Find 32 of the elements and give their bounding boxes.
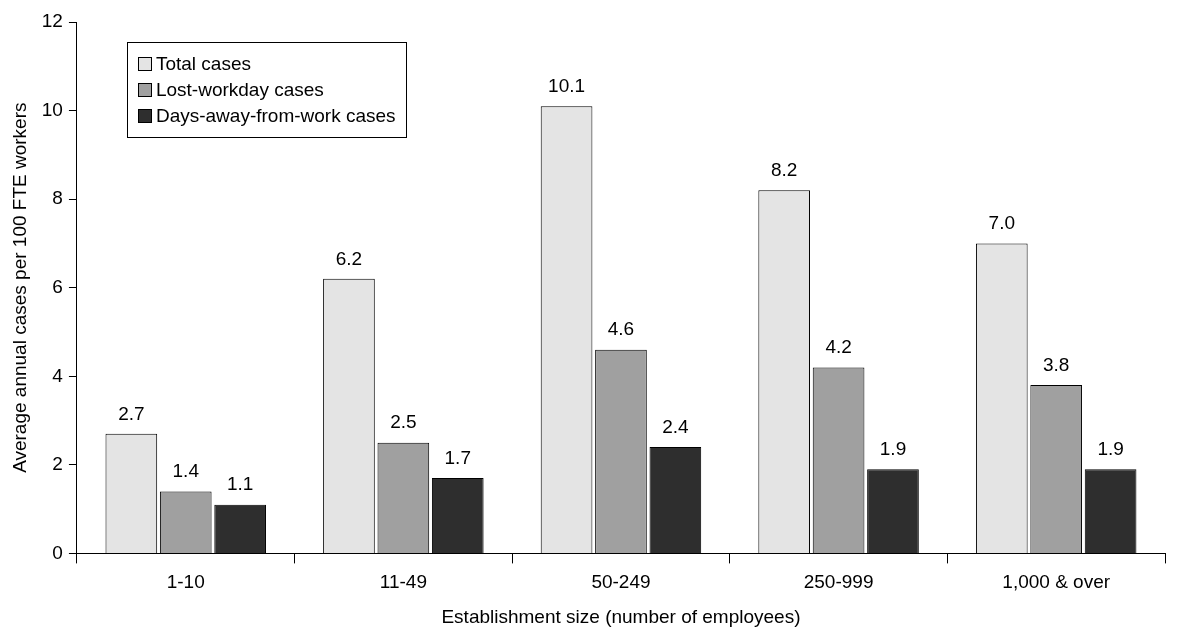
data-label: 1.7 bbox=[444, 446, 471, 468]
x-axis-title: Establishment size (number of employees) bbox=[441, 605, 801, 627]
x-tick-label: 11-49 bbox=[379, 571, 427, 593]
data-label: 7.0 bbox=[988, 212, 1015, 234]
legend-label: Lost-workday cases bbox=[155, 79, 324, 101]
legend-label: Total cases bbox=[155, 53, 251, 75]
x-tick-label: 250-999 bbox=[803, 571, 874, 593]
data-label: 1.9 bbox=[879, 438, 907, 459]
data-label: 2.4 bbox=[662, 415, 689, 437]
y-tick-label: 8 bbox=[52, 187, 63, 209]
data-label: 3.8 bbox=[1042, 353, 1070, 375]
data-label: 1.9 bbox=[1097, 438, 1124, 459]
data-label: 10.1 bbox=[548, 74, 586, 96]
data-label: 8.2 bbox=[770, 159, 798, 181]
x-tick-label: 1,000 & over bbox=[1002, 571, 1111, 593]
data-label: 6.2 bbox=[335, 247, 363, 269]
x-tick-label: 1-10 bbox=[166, 571, 205, 593]
data-label: 1.4 bbox=[172, 460, 200, 482]
data-label: 4.2 bbox=[825, 336, 852, 358]
y-tick-label: 6 bbox=[52, 275, 63, 297]
data-label: 2.7 bbox=[118, 402, 145, 424]
data-label: 4.6 bbox=[607, 318, 635, 340]
y-tick-label: 4 bbox=[52, 364, 64, 386]
y-tick-label: 0 bbox=[52, 541, 63, 563]
data-label: 1.1 bbox=[226, 473, 254, 495]
x-tick-label: 50-249 bbox=[591, 571, 651, 593]
y-tick-label: 10 bbox=[41, 98, 63, 120]
data-label: 2.5 bbox=[390, 411, 417, 433]
y-axis-title: Average annual cases per 100 FTE workers bbox=[8, 102, 30, 473]
y-tick-label: 12 bbox=[41, 10, 63, 32]
legend-label: Days-away-from-work cases bbox=[155, 105, 396, 127]
y-tick-label: 2 bbox=[52, 453, 63, 475]
